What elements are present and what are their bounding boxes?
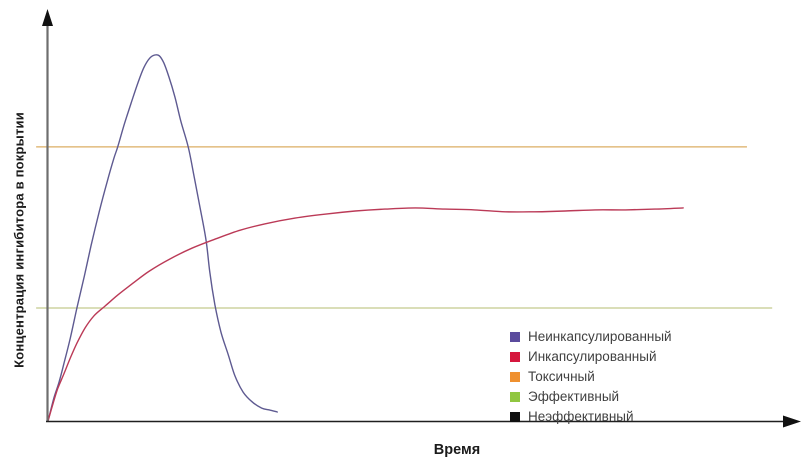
series-curves — [47, 54, 684, 422]
curve-encapsulated — [47, 207, 684, 422]
y-axis-label: Концентрация ингибитора в покрытии — [11, 112, 27, 368]
legend-label-encapsulated: Инкапсулированный — [528, 349, 657, 364]
legend-swatch-unencapsulated — [510, 332, 520, 342]
legend-item-encapsulated: Инкапсулированный — [510, 347, 672, 367]
legend-swatch-toxic — [510, 372, 520, 382]
legend-swatch-effective — [510, 392, 520, 402]
legend-label-toxic: Токсичный — [528, 369, 595, 384]
legend-label-ineffective: Неэффективный — [528, 409, 634, 424]
threshold-lines — [36, 146, 773, 309]
x-axis-arrow-icon — [783, 415, 801, 428]
legend-label-unencapsulated: Неинкапсулированный — [528, 329, 672, 344]
y-axis-arrow-icon — [42, 9, 53, 26]
legend: Неинкапсулированный Инкапсулированный Токс… — [510, 327, 672, 427]
legend-item-ineffective: Неэффективный — [510, 407, 672, 427]
axes — [42, 9, 801, 428]
legend-item-toxic: Токсичный — [510, 367, 672, 387]
legend-swatch-ineffective — [510, 412, 520, 422]
x-axis-label: Время — [433, 442, 481, 458]
legend-swatch-encapsulated — [510, 352, 520, 362]
curve-unencapsulated — [47, 54, 278, 422]
legend-label-effective: Эффективный — [528, 389, 620, 404]
legend-item-effective: Эффективный — [510, 387, 672, 407]
legend-item-unencapsulated: Неинкапсулированный — [510, 327, 672, 347]
